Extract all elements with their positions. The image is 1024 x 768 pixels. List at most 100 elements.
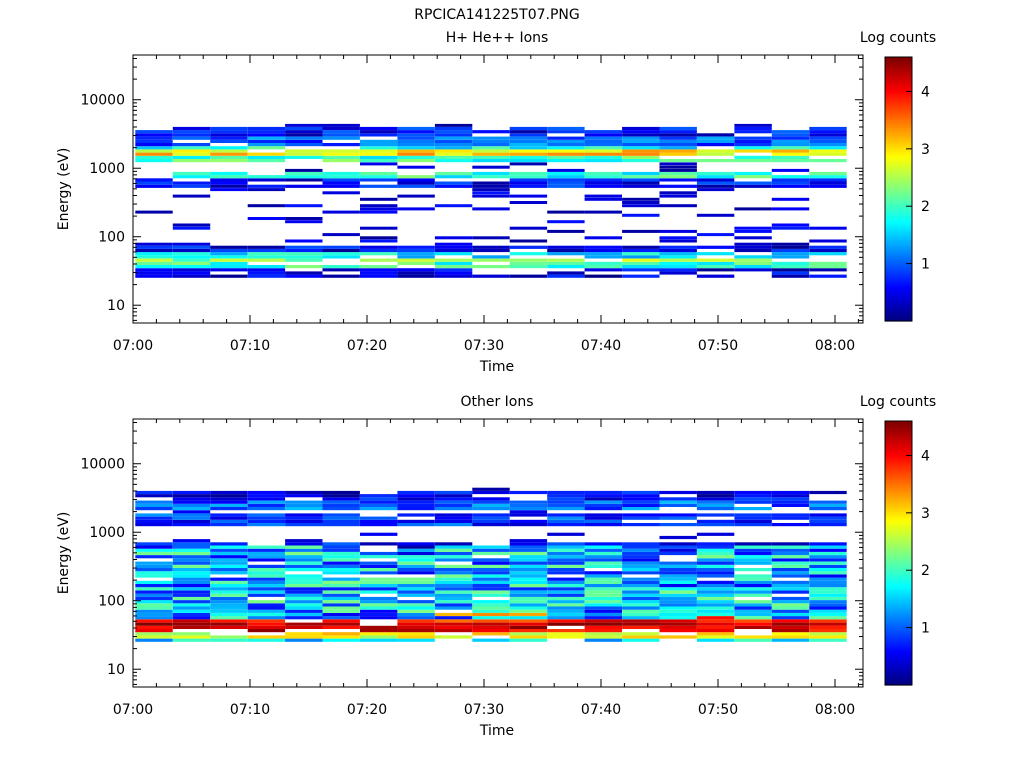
heatmap-cell bbox=[734, 130, 772, 134]
colorbar-segment bbox=[885, 674, 912, 677]
heatmap-cell bbox=[659, 136, 697, 140]
heatmap-cell bbox=[659, 622, 697, 626]
heatmap-cell bbox=[771, 587, 810, 591]
heatmap-cell bbox=[734, 603, 772, 607]
heatmap-cell bbox=[547, 590, 585, 594]
heatmap-cell bbox=[509, 519, 548, 523]
heatmap-cell bbox=[734, 175, 772, 179]
heatmap-cell bbox=[397, 194, 435, 198]
heatmap-cell bbox=[434, 603, 473, 607]
heatmap-cell bbox=[659, 590, 697, 594]
heatmap-cell bbox=[696, 149, 735, 153]
heatmap-cell bbox=[135, 616, 173, 620]
heatmap-cell bbox=[584, 551, 622, 556]
heatmap-cell bbox=[547, 494, 585, 498]
colorbar-segment bbox=[885, 443, 912, 446]
heatmap-cell bbox=[172, 271, 211, 275]
colorbar-segment bbox=[885, 263, 912, 267]
heatmap-cell bbox=[135, 155, 173, 159]
heatmap-cell bbox=[809, 133, 847, 137]
heatmap-cell bbox=[210, 548, 248, 552]
colorbar-segment bbox=[885, 539, 912, 543]
colorbar-segment bbox=[885, 588, 912, 591]
heatmap-cell bbox=[210, 600, 248, 604]
heatmap-cell bbox=[734, 568, 772, 572]
heatmap-cell bbox=[360, 252, 398, 256]
heatmap-cell bbox=[472, 600, 510, 604]
heatmap-cell bbox=[584, 523, 622, 527]
heatmap-cell bbox=[285, 274, 323, 278]
heatmap-cell bbox=[172, 548, 211, 552]
heatmap-cell bbox=[809, 625, 847, 629]
heatmap-cell bbox=[472, 245, 510, 249]
heatmap-cell bbox=[509, 635, 548, 639]
colorbar-segment bbox=[885, 647, 912, 651]
heatmap-cell bbox=[584, 175, 622, 179]
heatmap-cell bbox=[397, 178, 435, 182]
heatmap-cell bbox=[322, 606, 360, 610]
heatmap-cell bbox=[659, 175, 697, 179]
heatmap-cell bbox=[247, 625, 286, 629]
heatmap-cell bbox=[622, 632, 660, 636]
heatmap-cell bbox=[472, 568, 510, 572]
heatmap-cell bbox=[659, 261, 697, 265]
heatmap-cell bbox=[509, 587, 548, 591]
heatmap-cell bbox=[434, 590, 473, 594]
heatmap-cell bbox=[771, 542, 810, 546]
colorbar-segment bbox=[885, 566, 912, 569]
heatmap-cell bbox=[734, 236, 772, 240]
heatmap-cell bbox=[809, 606, 847, 610]
heatmap-cell bbox=[584, 130, 622, 134]
heatmap-cell bbox=[622, 609, 660, 613]
heatmap-cell bbox=[734, 516, 772, 520]
colorbar-segment bbox=[885, 638, 912, 642]
heatmap-cell bbox=[659, 568, 697, 572]
heatmap-cell bbox=[809, 609, 847, 613]
heatmap-cell bbox=[397, 500, 435, 504]
heatmap-cell bbox=[659, 133, 697, 137]
heatmap-cell bbox=[135, 261, 173, 265]
heatmap-cell bbox=[771, 632, 810, 636]
heatmap-cell bbox=[696, 558, 735, 562]
heatmap-cell bbox=[547, 593, 585, 597]
heatmap-cell bbox=[622, 523, 660, 527]
heatmap-cell bbox=[472, 587, 510, 591]
heatmap-cell bbox=[210, 503, 248, 507]
heatmap-cell bbox=[210, 252, 248, 256]
heatmap-cell bbox=[771, 168, 810, 172]
heatmap-cell bbox=[771, 252, 810, 256]
heatmap-cell bbox=[734, 609, 772, 613]
colorbar-segment bbox=[885, 270, 912, 274]
heatmap-cell bbox=[322, 500, 360, 504]
heatmap-cell bbox=[210, 542, 248, 546]
heatmap-cell bbox=[322, 596, 360, 601]
heatmap-cell bbox=[397, 548, 435, 552]
heatmap-cell bbox=[584, 268, 622, 272]
x-tick-label: 07:20 bbox=[347, 702, 387, 718]
colorbar-segment bbox=[885, 169, 912, 172]
heatmap-cell bbox=[285, 622, 323, 626]
heatmap-cell bbox=[397, 274, 435, 278]
heatmap-cell bbox=[734, 519, 772, 523]
heatmap-cell bbox=[771, 513, 810, 517]
heatmap-cell bbox=[285, 523, 323, 527]
heatmap-cell bbox=[135, 178, 173, 182]
heatmap-cell bbox=[809, 245, 847, 249]
heatmap-cell bbox=[434, 616, 473, 620]
colorbar-segment bbox=[885, 193, 912, 197]
colorbar-segment bbox=[885, 421, 912, 424]
heatmap-cell bbox=[172, 513, 211, 517]
heatmap-cell bbox=[659, 159, 697, 163]
heatmap-cell bbox=[547, 503, 585, 507]
heatmap-cell bbox=[285, 548, 323, 552]
heatmap-cell bbox=[360, 542, 398, 546]
heatmap-cell bbox=[622, 181, 660, 185]
heatmap-cell bbox=[135, 545, 173, 549]
heatmap-cell bbox=[434, 551, 473, 556]
heatmap-cell bbox=[434, 184, 473, 188]
heatmap-cell bbox=[696, 629, 735, 633]
heatmap-cell bbox=[696, 143, 735, 147]
heatmap-cell bbox=[472, 574, 510, 578]
heatmap-cell bbox=[247, 255, 286, 259]
colorbar-segment bbox=[885, 460, 912, 464]
